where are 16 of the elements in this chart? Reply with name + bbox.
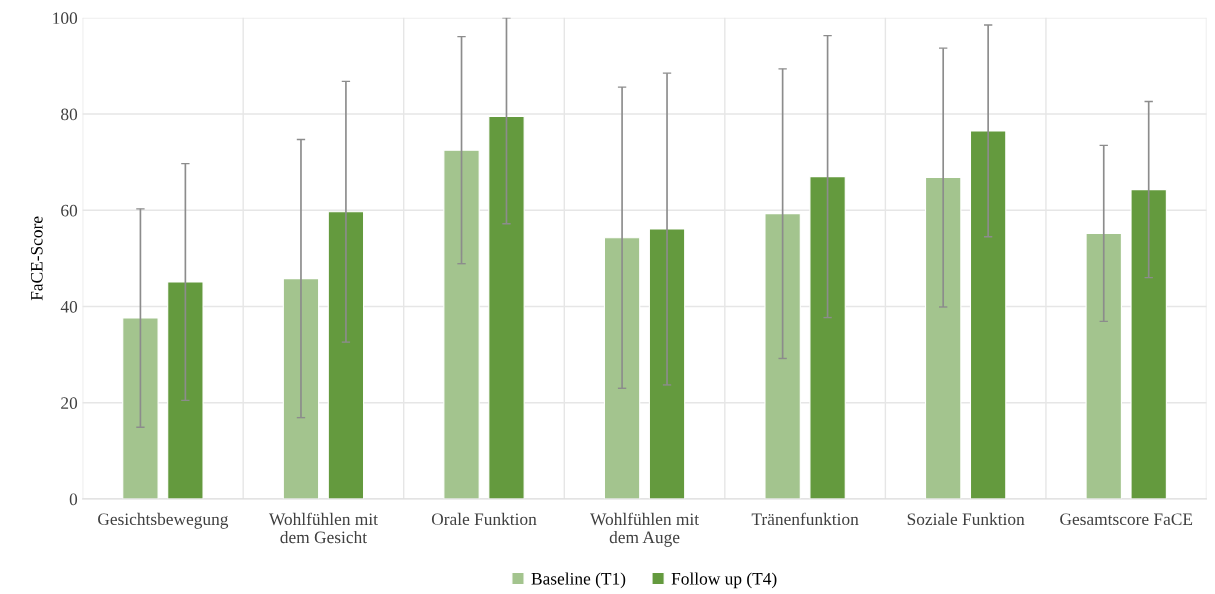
y-tick-label: 0 [69,493,78,506]
x-tick-label: Gesichtsbewegung [98,512,229,529]
x-tick-label: Tränenfunktion [751,512,859,526]
x-tick-label: Wohlfühlen mit dem Auge [590,512,699,547]
y-tick-label: 20 [61,397,78,409]
x-tick-label: Orale Funktion [431,512,537,526]
legend-label: Follow up (T4) [671,572,777,589]
y-tick-label: 60 [61,204,78,217]
x-tick-label: Wohlfühlen mit dem Gesicht [268,512,378,544]
legend-label: Baseline (T1) [531,572,626,589]
y-tick-label: 40 [60,300,78,313]
x-tick-label: Soziale Funktion [907,512,1025,526]
y-tick-label: 100 [53,12,78,25]
y-axis-title: FaCE-Score [30,216,43,301]
y-tick-label: 80 [61,108,78,121]
x-tick-label: Gesamtscore FaCE [1060,513,1193,526]
